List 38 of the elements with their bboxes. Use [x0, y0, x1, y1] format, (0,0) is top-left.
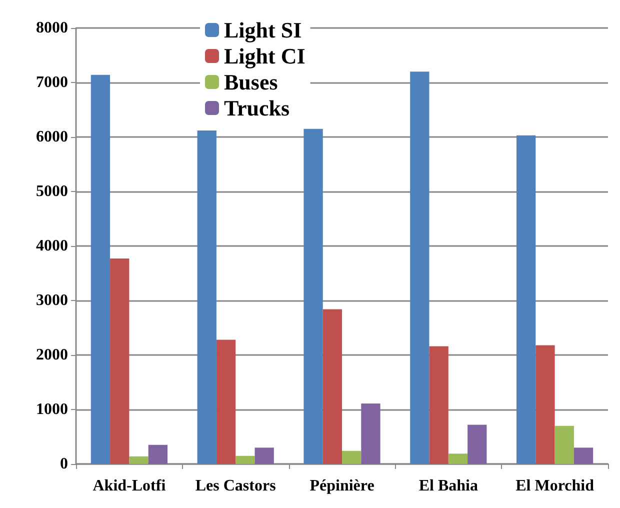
bar	[236, 456, 255, 464]
bar	[304, 128, 323, 464]
legend-label: Trucks	[224, 96, 290, 120]
bar	[129, 456, 148, 464]
bar	[361, 404, 380, 464]
bar	[216, 340, 236, 464]
y-tick-label: 6000	[36, 128, 68, 146]
bar	[110, 258, 130, 464]
bar	[448, 454, 468, 464]
x-tick-label: El Bahia	[418, 478, 478, 494]
x-tick-label: Pépinière	[310, 478, 374, 494]
bar	[90, 74, 110, 464]
bar	[516, 135, 536, 464]
bar	[574, 448, 594, 464]
bar	[554, 426, 574, 464]
y-tick-label: 1000	[36, 401, 68, 418]
bar	[148, 444, 168, 464]
bar	[468, 424, 487, 464]
bar	[342, 450, 362, 464]
x-tick-label: El Morchid	[516, 478, 594, 494]
bar	[410, 72, 430, 464]
y-tick-label: 4000	[36, 238, 68, 254]
bar	[536, 345, 555, 464]
y-tick-label: 8000	[36, 20, 68, 36]
bar	[197, 130, 216, 464]
bar	[322, 309, 342, 464]
y-tick-label: 5000	[36, 183, 68, 200]
y-tick-label: 2000	[36, 346, 68, 364]
y-tick-label: 7000	[36, 74, 68, 91]
y-tick-label: 0	[60, 456, 68, 472]
x-tick-label: Akid-Lotfi	[92, 478, 166, 494]
bar	[429, 346, 448, 464]
bar	[254, 448, 274, 464]
legend-label: Light SI	[224, 18, 302, 42]
legend-label: Light CI	[224, 44, 306, 68]
y-tick-label: 3000	[36, 292, 68, 309]
legend-label: Buses	[224, 70, 278, 94]
x-tick-label: Les Castors	[195, 478, 276, 494]
